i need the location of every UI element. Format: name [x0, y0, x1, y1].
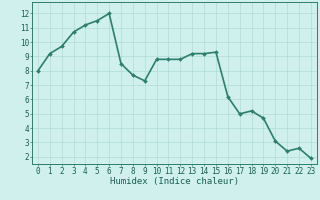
X-axis label: Humidex (Indice chaleur): Humidex (Indice chaleur) — [110, 177, 239, 186]
